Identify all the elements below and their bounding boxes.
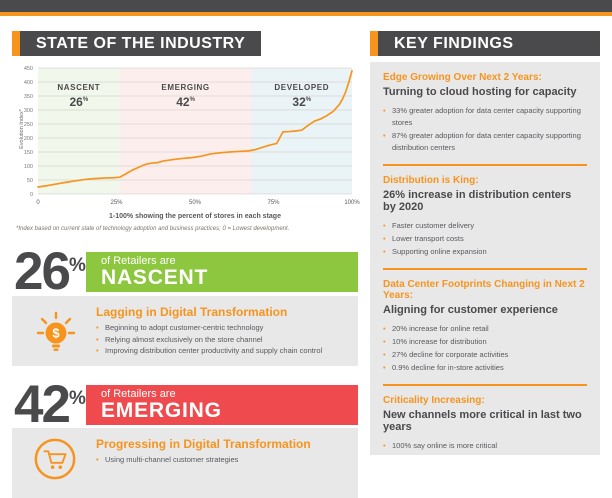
bullet-item: 33% greater adoption for data center cap… [383, 105, 587, 129]
svg-text:350: 350 [24, 94, 33, 100]
finding-bullet-list: 100% say online is more critical 91% say… [383, 440, 587, 455]
emerging-percent: 42% [14, 375, 86, 434]
finding-heading: Distribution is King: [383, 175, 479, 186]
title-accent-bar [370, 31, 378, 56]
bullet-item: Beginning to adopt customer-centric tech… [96, 322, 350, 334]
bullet-item: Faster customer delivery [383, 220, 587, 232]
chart-footnote: *Index based on current state of technol… [16, 226, 290, 232]
percent-sign: % [68, 388, 86, 409]
svg-text:150: 150 [24, 150, 33, 156]
svg-text:25%: 25% [110, 200, 123, 206]
nascent-bullet-list: Beginning to adopt customer-centric tech… [96, 322, 350, 357]
orange-divider [383, 268, 587, 270]
finding-edge-growing: Edge Growing Over Next 2 Years: Turning … [383, 72, 587, 154]
key-findings-title: KEY FINDINGS [370, 31, 600, 56]
finding-bullet-list: Faster customer delivery Lower transport… [383, 220, 587, 258]
top-orange-bar [0, 12, 612, 16]
finding-footprints-changing: Data Center Footprints Changing in Next … [383, 279, 587, 374]
emerging-heading: Progressing in Digital Transformation [96, 437, 311, 451]
svg-text:100%: 100% [344, 200, 360, 206]
svg-text:50%: 50% [189, 200, 202, 206]
emerging-bullet-list: Using multi-channel customer strategies [96, 454, 350, 466]
bullet-item: 10% increase for distribution [383, 336, 587, 348]
key-findings-heading: KEY FINDINGS [378, 31, 600, 56]
nascent-percent: 26% [14, 242, 86, 301]
bullet-item: Supporting online expansion [383, 246, 587, 258]
evolution-chart-svg: 0 50 100 150 200 250 300 350 400 450 0 25% 50% 75% 100… [24, 66, 361, 206]
orange-divider [383, 164, 587, 166]
title-accent-bar [12, 31, 20, 56]
svg-text:300: 300 [24, 108, 33, 114]
state-of-industry-title: STATE OF THE INDUSTRY [12, 31, 262, 56]
finding-heading: Edge Growing Over Next 2 Years: [383, 72, 542, 83]
bullet-item: Using multi-channel customer strategies [96, 454, 350, 466]
bullet-item: 20% increase for online retail [383, 323, 587, 335]
finding-bullet-list: 20% increase for online retail 10% incre… [383, 323, 587, 374]
emerging-stage-bar: of Retailers are EMERGING [86, 385, 358, 425]
percent-sign: % [68, 255, 86, 276]
svg-text:450: 450 [24, 66, 33, 72]
stage-suffix: of Retailers are [101, 254, 176, 267]
shopping-cart-icon [34, 438, 76, 480]
finding-heading: Criticality Increasing: [383, 395, 485, 406]
stage-suffix: of Retailers are [101, 387, 176, 400]
svg-text:250: 250 [24, 122, 33, 128]
stage-name: EMERGING [101, 399, 222, 423]
chart-caption: 1-100% showing the percent of stores in … [109, 213, 281, 220]
svg-text:EMERGING: EMERGING [161, 83, 209, 92]
finding-criticality-increasing: Criticality Increasing: New channels mor… [383, 395, 587, 455]
orange-divider [383, 384, 587, 386]
finding-subheading: Turning to cloud hosting for capacity [383, 86, 577, 98]
emerging-detail-box: Progressing in Digital Transformation Us… [12, 428, 358, 498]
svg-text:100: 100 [24, 164, 33, 170]
bullet-item: 27% decline for corporate activities [383, 349, 587, 361]
infographic-page: { "percent_symbol": "%", "colors": { "ac… [0, 0, 612, 455]
finding-heading: Data Center Footprints Changing in Next … [383, 279, 585, 301]
y-axis-label: Evolution Index* [19, 109, 25, 149]
svg-text:200: 200 [24, 136, 33, 142]
lightbulb-dollar-icon: $ [36, 311, 76, 351]
bullet-item: 100% say online is more critical [383, 440, 587, 452]
finding-subheading: New channels more critical in last two y… [383, 409, 582, 433]
svg-text:0: 0 [30, 192, 33, 198]
finding-bullet-list: 33% greater adoption for data center cap… [383, 105, 587, 154]
key-findings-panel: Edge Growing Over Next 2 Years: Turning … [370, 62, 600, 455]
finding-distribution-king: Distribution is King: 26% increase in di… [383, 175, 587, 258]
bullet-item: 0.9% decline for in-store activities [383, 362, 587, 374]
bullet-item: 87% greater adoption for data center cap… [383, 130, 587, 154]
bullet-item: Improving distribution center productivi… [96, 345, 350, 357]
stage-name: NASCENT [101, 266, 209, 290]
finding-subheading: Aligning for customer experience [383, 304, 558, 316]
svg-text:NASCENT: NASCENT [57, 83, 100, 92]
nascent-detail-box: $ Lagging in Digital Transformation Begi… [12, 296, 358, 366]
svg-text:50: 50 [27, 178, 33, 184]
page-title: STATE OF THE INDUSTRY [20, 31, 262, 56]
evolution-index-chart: Evolution Index* 0 50 100 150 200 250 300 350 40… [14, 62, 360, 212]
svg-text:75%: 75% [267, 200, 280, 206]
top-dark-bar [0, 0, 612, 12]
finding-subheading: 26% increase in distribution centers by … [383, 189, 572, 213]
bullet-item: Relying almost exclusively on the store … [96, 334, 350, 346]
nascent-heading: Lagging in Digital Transformation [96, 305, 288, 319]
svg-text:DEVELOPED: DEVELOPED [274, 83, 329, 92]
svg-text:400: 400 [24, 80, 33, 86]
svg-text:0: 0 [36, 200, 40, 206]
svg-text:$: $ [52, 326, 60, 341]
nascent-stage-bar: of Retailers are NASCENT [86, 252, 358, 292]
bullet-item: Lower transport costs [383, 233, 587, 245]
